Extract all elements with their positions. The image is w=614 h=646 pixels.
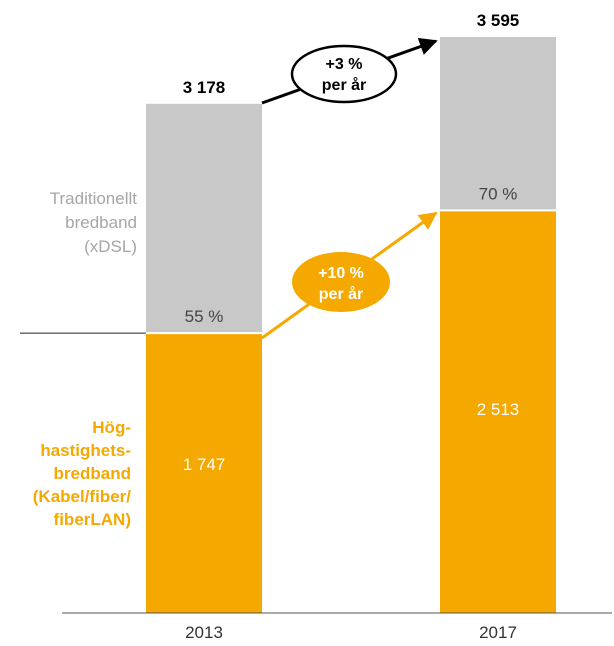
total-growth-bubble — [290, 44, 398, 104]
traditional-label-line-2: bredband — [65, 213, 137, 232]
total-growth-label-line-1: +3 % — [326, 56, 363, 73]
x-tick-label-2013: 2013 — [185, 623, 223, 642]
value-label-traditional-2017: 70 % — [479, 184, 518, 203]
traditional-series-label: Traditionellt bredband (xDSL) — [20, 187, 137, 259]
bar-highspeed-2017 — [440, 210, 556, 613]
traditional-label-line-3: (xDSL) — [84, 237, 137, 256]
highspeed-label-line-2: hastighets- — [40, 441, 131, 460]
bar-highspeed-2013 — [146, 333, 262, 613]
highspeed-label-line-1: Hög- — [92, 418, 131, 437]
total-growth-label-line-2: per år — [322, 76, 366, 94]
highspeed-label-line-5: fiberLAN) — [53, 510, 131, 529]
total-label-2017: 3 595 — [477, 11, 520, 30]
x-tick-label-2017: 2017 — [479, 623, 517, 642]
traditional-label-line-1: Traditionellt — [49, 189, 137, 208]
bar-traditional-2013 — [146, 103, 262, 334]
highspeed-growth-bubble — [292, 252, 390, 312]
value-label-traditional-2013: 55 % — [185, 307, 224, 326]
bar-traditional-2017 — [440, 37, 556, 211]
highspeed-label-line-3: bredband — [53, 464, 131, 483]
value-label-highspeed-2017: 2 513 — [477, 400, 520, 419]
highspeed-growth-label-line-1: +10 % — [318, 265, 364, 282]
value-label-highspeed-2013: 1 747 — [183, 455, 226, 474]
highspeed-growth-label-line-2: per år — [319, 285, 363, 303]
highspeed-series-label: Hög- hastighets- bredband (Kabel/fiber/ … — [0, 416, 131, 531]
total-label-2013: 3 178 — [183, 78, 226, 97]
highspeed-label-line-4: (Kabel/fiber/ — [32, 487, 131, 506]
